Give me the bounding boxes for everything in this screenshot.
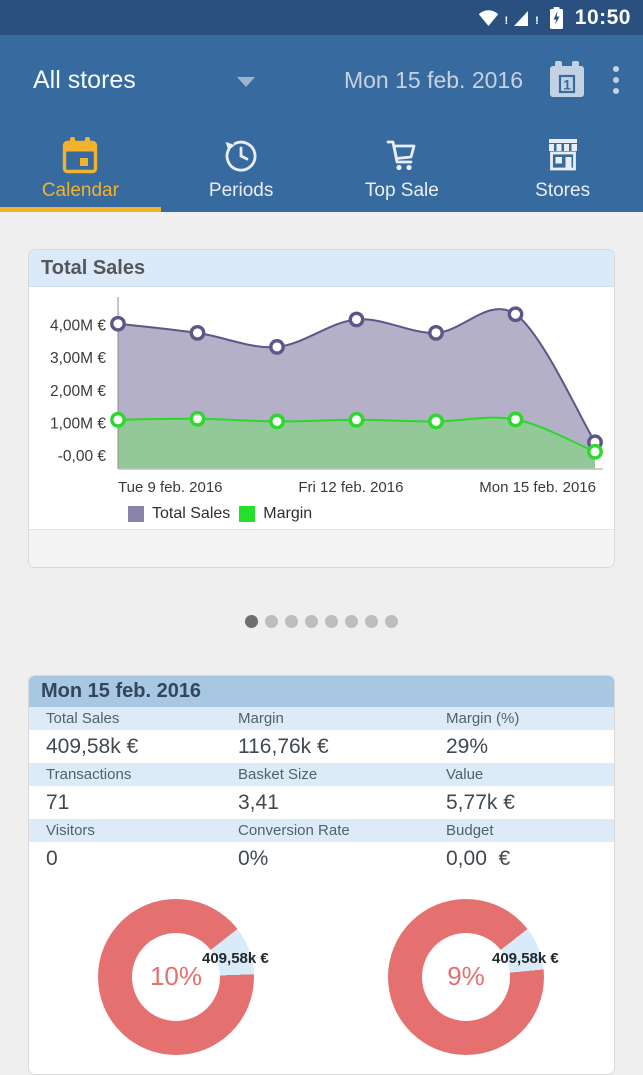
status-time: 10:50: [574, 5, 631, 29]
stat-label: Margin (%): [446, 710, 520, 727]
donut-percent-label: 10%: [149, 961, 203, 991]
battery-charging-icon: [549, 6, 563, 29]
page-dot-2[interactable]: [285, 615, 298, 628]
page-dot-7[interactable]: [385, 615, 398, 628]
store-selector-label: All stores: [33, 65, 136, 94]
page-indicator: [0, 615, 643, 629]
day-detail-card: Mon 15 feb. 2016 Total Sales Margin Marg…: [28, 675, 615, 1075]
donut-chart-right: 409,58k € 9%: [388, 899, 559, 1055]
tab-top-sale[interactable]: Top Sale: [322, 125, 483, 212]
stat-value: 71: [46, 790, 70, 814]
chart-legend: Total Sales Margin: [128, 499, 614, 529]
tab-periods-label: Periods: [208, 180, 274, 201]
page-dot-5[interactable]: [345, 615, 358, 628]
stat-value-row: 71 3,41 5,77k €: [29, 786, 614, 819]
tab-calendar[interactable]: Calendar: [0, 125, 161, 212]
donut-value-label: 409,58k €: [202, 950, 269, 967]
cellular-exclamation: !: [535, 14, 539, 27]
active-tab-indicator: [0, 207, 161, 212]
page-dot-4[interactable]: [325, 615, 338, 628]
legend-label-margin: Margin: [263, 505, 313, 522]
stat-value: 0%: [238, 846, 269, 870]
app-bar: All stores Mon 15 feb. 2016 1: [0, 35, 643, 125]
tab-top-sale-label: Top Sale: [364, 180, 439, 201]
stat-label: Basket Size: [238, 766, 318, 783]
svg-text:4,00M €: 4,00M €: [50, 318, 106, 335]
page-dot-0[interactable]: [245, 615, 258, 628]
cart-icon: [381, 134, 423, 178]
tab-stores[interactable]: Stores: [482, 125, 643, 212]
stat-label: Budget: [446, 822, 494, 839]
svg-text:1,00M €: 1,00M €: [50, 416, 106, 433]
stat-value: 409,58k €: [46, 734, 139, 758]
svg-text:3,00M €: 3,00M €: [50, 350, 106, 367]
legend-swatch-total-sales: [128, 506, 144, 522]
donut-value-label: 409,58k €: [492, 950, 559, 967]
legend-label-total-sales: Total Sales: [152, 505, 231, 522]
x-tick-label: Mon 15 feb. 2016: [479, 478, 596, 496]
legend-swatch-margin: [239, 506, 256, 522]
wifi-warning-icon: [479, 10, 499, 26]
page-dot-1[interactable]: [265, 615, 278, 628]
cellular-warning-icon: [514, 11, 529, 26]
stat-value: 5,77k €: [446, 790, 515, 814]
donut-percent-label: 9%: [447, 961, 485, 991]
stat-label: Total Sales: [46, 710, 120, 727]
legend-item-total-sales: Total Sales: [128, 505, 230, 523]
chart-x-axis-labels: Tue 9 feb. 2016 Fri 12 feb. 2016 Mon 15 …: [118, 475, 596, 499]
stat-value: 0: [46, 846, 58, 870]
page-dot-3[interactable]: [305, 615, 318, 628]
page-dot-6[interactable]: [365, 615, 378, 628]
stat-value: 116,76k €: [238, 734, 329, 758]
tab-calendar-label: Calendar: [41, 180, 119, 201]
tab-periods[interactable]: Periods: [161, 125, 322, 212]
history-clock-icon: [221, 134, 261, 178]
store-selector-dropdown[interactable]: All stores: [33, 66, 255, 95]
svg-text:-0,00 €: -0,00 €: [58, 448, 107, 465]
x-tick-label: Fri 12 feb. 2016: [298, 478, 404, 496]
x-tick-label: Tue 9 feb. 2016: [118, 478, 223, 496]
day-detail-card-title: Mon 15 feb. 2016: [29, 676, 614, 707]
stat-value: 0,00 €: [446, 846, 511, 870]
stat-label: Transactions: [46, 766, 132, 783]
overflow-menu-icon[interactable]: [611, 62, 621, 98]
donut-charts-row: 409,58k € 10% 409,58k € 9%: [29, 899, 614, 1055]
stat-label-row: Total Sales Margin Margin (%): [29, 707, 614, 730]
calendar-day-icon[interactable]: 1: [547, 61, 587, 99]
tab-bar: Calendar Periods Top Sale: [0, 125, 643, 212]
total-sales-card-title: Total Sales: [29, 250, 614, 287]
selected-date-label[interactable]: Mon 15 feb. 2016: [343, 66, 523, 93]
stat-label: Margin: [238, 710, 284, 727]
stat-value: 3,41: [238, 790, 279, 814]
chevron-down-icon: [237, 77, 255, 87]
tab-stores-label: Stores: [535, 180, 591, 201]
svg-text:2,00M €: 2,00M €: [50, 383, 106, 400]
calendar-icon: [60, 134, 100, 178]
card-footer-strip: [29, 529, 614, 567]
sales-area-chart: 4,00M € 3,00M € 2,00M € 1,00M € -0,00 €: [50, 297, 603, 470]
status-bar: ! ! 10:50: [0, 0, 643, 35]
stat-label: Visitors: [46, 822, 95, 839]
svg-text:1: 1: [563, 77, 571, 93]
donut-chart-left: 409,58k € 10%: [98, 899, 269, 1055]
stat-value: 29%: [446, 734, 489, 758]
stat-value-row: 0 0% 0,00 €: [29, 842, 614, 875]
stat-label: Conversion Rate: [238, 822, 350, 839]
stat-label: Value: [446, 766, 484, 783]
legend-item-margin: Margin: [239, 505, 312, 523]
stat-value-row: 409,58k € 116,76k € 29%: [29, 730, 614, 763]
store-icon: [543, 134, 583, 178]
total-sales-card: Total Sales 4,00M € 3,00M € 2,00M € 1,00M €…: [28, 249, 615, 568]
stat-label-row: Transactions Basket Size Value: [29, 763, 614, 786]
stat-label-row: Visitors Conversion Rate Budget: [29, 819, 614, 842]
wifi-exclamation: !: [504, 14, 509, 27]
